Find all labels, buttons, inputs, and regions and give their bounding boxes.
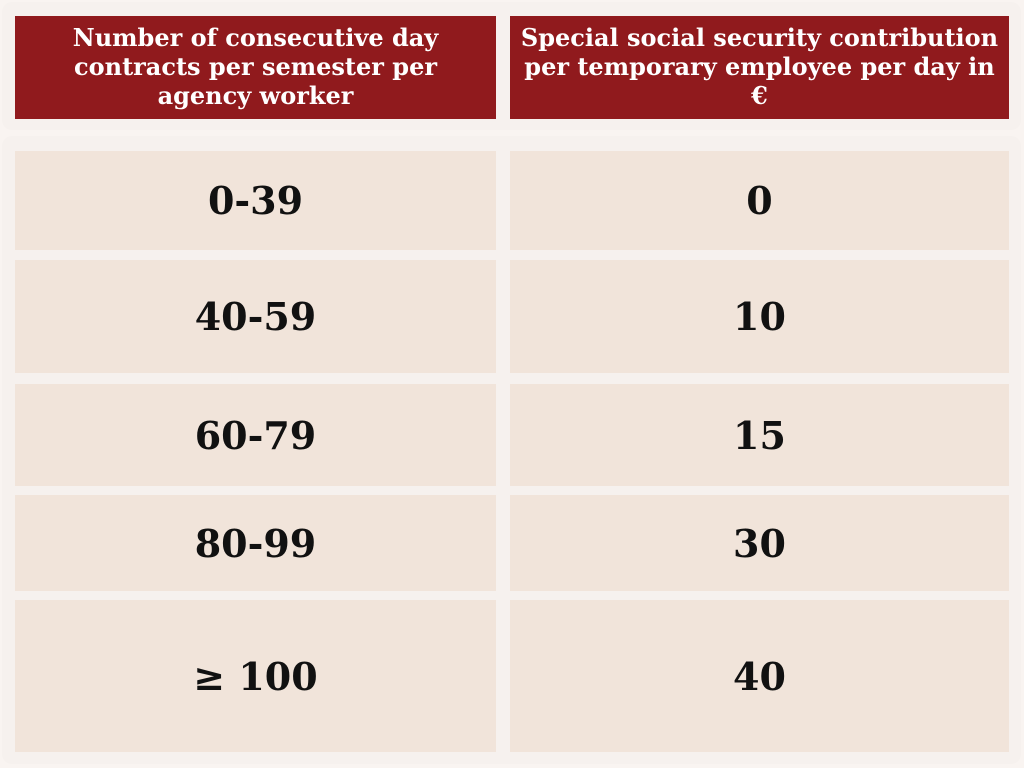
cell-contracts-range: 0-39: [15, 151, 496, 250]
cell-contracts-range: ≥ 100: [15, 600, 496, 752]
cell-contribution-amount: 0: [510, 151, 1009, 250]
column-header-contracts: Number of consecutive day contracts per …: [15, 16, 496, 119]
column-header-contribution: Special social security contribution per…: [510, 16, 1009, 119]
cell-contribution-amount: 40: [510, 600, 1009, 752]
cell-contracts-range: 60-79: [15, 384, 496, 486]
table-header: Number of consecutive day contracts per …: [2, 2, 1021, 130]
table-body: 0-39 0 40-59 10 60-79 15 80-99 30 ≥ 100 …: [2, 136, 1021, 764]
cell-contribution-amount: 15: [510, 384, 1009, 486]
cell-contribution-amount: 30: [510, 495, 1009, 591]
cell-contribution-amount: 10: [510, 260, 1009, 373]
cell-contracts-range: 80-99: [15, 495, 496, 591]
cell-contracts-range: 40-59: [15, 260, 496, 373]
